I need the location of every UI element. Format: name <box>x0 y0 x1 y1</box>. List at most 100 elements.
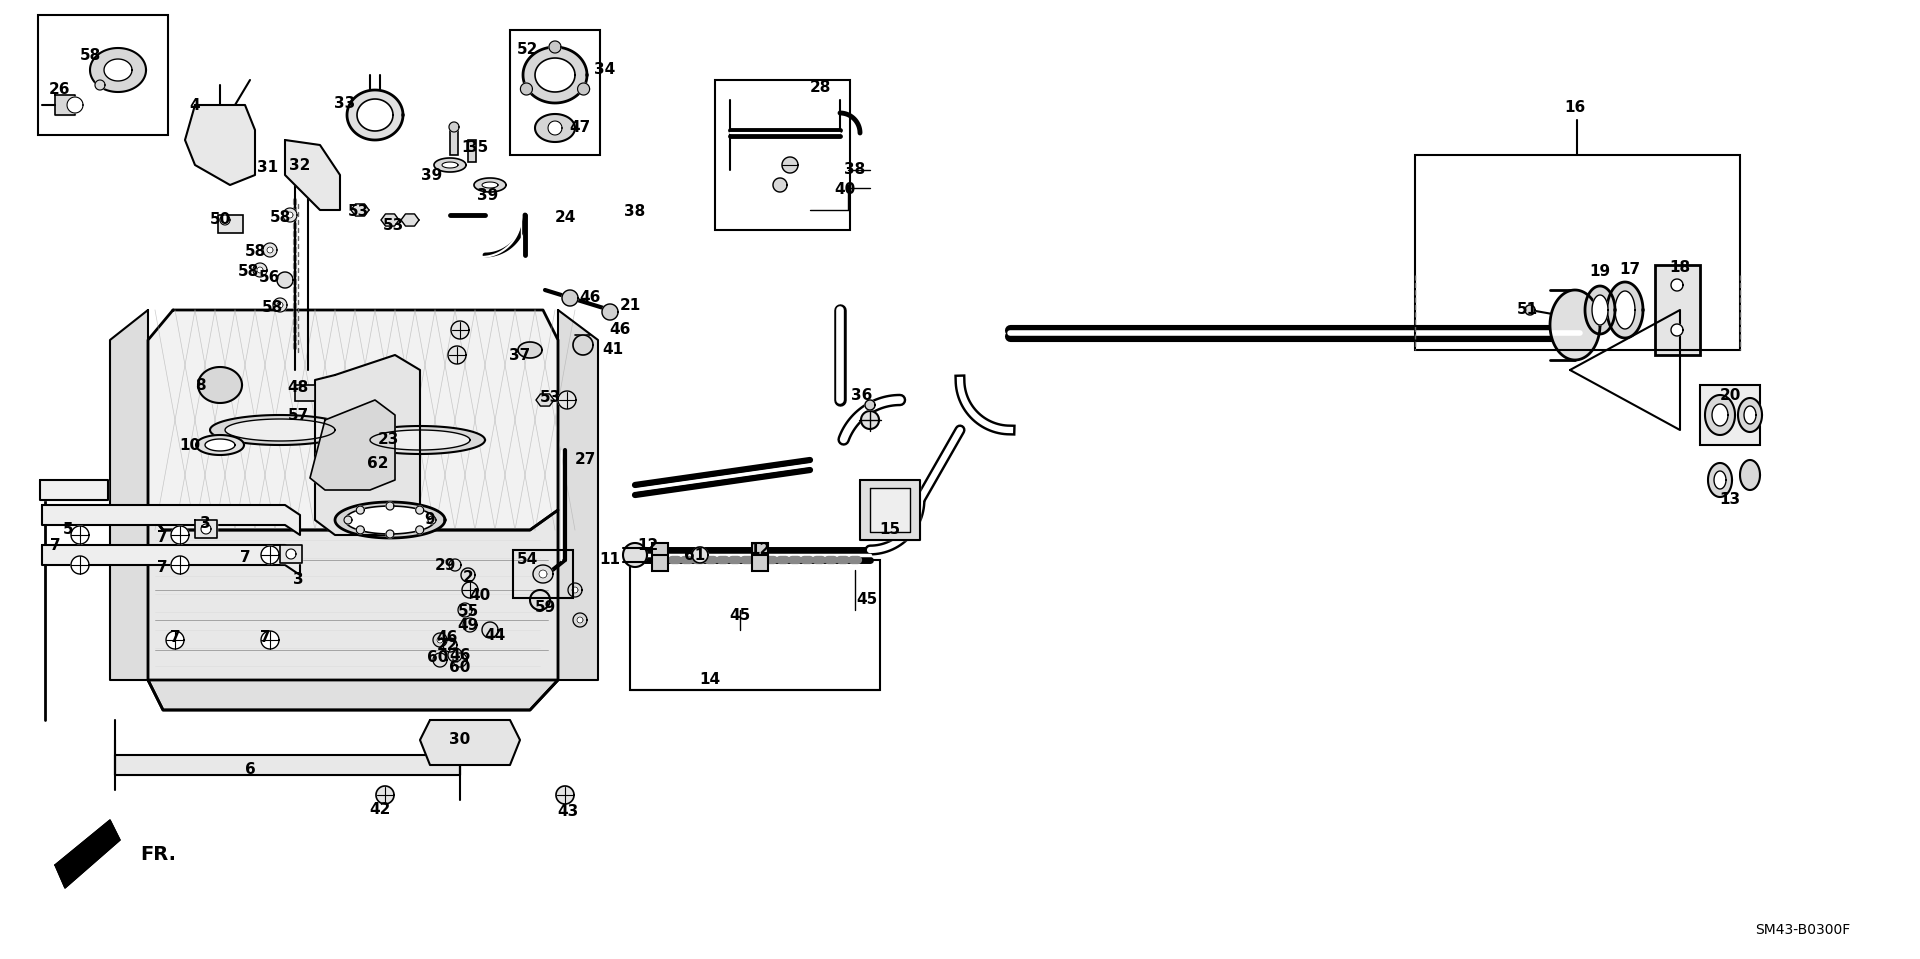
Text: 46: 46 <box>580 291 601 306</box>
Text: 36: 36 <box>851 387 874 403</box>
Polygon shape <box>309 400 396 490</box>
Polygon shape <box>376 786 394 804</box>
Text: 46: 46 <box>449 647 470 663</box>
Polygon shape <box>518 342 541 358</box>
Polygon shape <box>209 415 349 445</box>
Text: 15: 15 <box>879 523 900 537</box>
Bar <box>296 385 315 401</box>
Text: 51: 51 <box>1517 302 1538 317</box>
Polygon shape <box>463 618 476 632</box>
Polygon shape <box>357 526 365 534</box>
Polygon shape <box>559 391 576 409</box>
Polygon shape <box>196 435 244 455</box>
Polygon shape <box>547 121 563 135</box>
Polygon shape <box>434 653 447 667</box>
Polygon shape <box>263 243 276 257</box>
Polygon shape <box>1549 290 1599 360</box>
Text: 45: 45 <box>730 607 751 622</box>
Text: 11: 11 <box>599 552 620 568</box>
Polygon shape <box>1709 463 1732 497</box>
Polygon shape <box>109 310 148 680</box>
Polygon shape <box>449 122 459 132</box>
Polygon shape <box>380 214 399 226</box>
Polygon shape <box>451 321 468 339</box>
Polygon shape <box>351 204 369 216</box>
Polygon shape <box>451 652 459 658</box>
Text: 58: 58 <box>244 245 265 260</box>
Polygon shape <box>148 510 559 710</box>
Polygon shape <box>104 59 132 81</box>
Bar <box>449 130 459 155</box>
Polygon shape <box>253 263 267 277</box>
Polygon shape <box>273 298 286 312</box>
Text: 30: 30 <box>449 733 470 747</box>
Polygon shape <box>196 520 217 538</box>
Bar <box>511 30 599 155</box>
Text: 53: 53 <box>382 218 403 232</box>
Polygon shape <box>474 178 507 192</box>
Text: 6: 6 <box>244 762 255 778</box>
Bar <box>1699 385 1761 445</box>
Polygon shape <box>357 99 394 131</box>
Polygon shape <box>90 48 146 92</box>
Bar <box>38 15 169 135</box>
Polygon shape <box>261 546 278 564</box>
Polygon shape <box>428 516 436 524</box>
Text: 45: 45 <box>856 593 877 607</box>
Text: 54: 54 <box>516 552 538 568</box>
Polygon shape <box>284 140 340 210</box>
Polygon shape <box>536 394 555 406</box>
Polygon shape <box>463 582 478 598</box>
Polygon shape <box>221 215 230 225</box>
Polygon shape <box>459 603 472 617</box>
Text: 39: 39 <box>420 168 444 182</box>
Text: 35: 35 <box>467 141 488 155</box>
Bar <box>1415 155 1740 350</box>
Polygon shape <box>267 247 273 253</box>
Polygon shape <box>482 182 497 188</box>
Polygon shape <box>1607 282 1644 338</box>
Text: 12: 12 <box>749 543 770 557</box>
Polygon shape <box>148 680 559 710</box>
Bar <box>753 543 768 571</box>
Text: 38: 38 <box>624 204 645 220</box>
Text: 29: 29 <box>434 557 455 573</box>
Text: 53: 53 <box>348 204 369 220</box>
Text: 19: 19 <box>1590 265 1611 279</box>
Text: 7: 7 <box>259 630 271 645</box>
Polygon shape <box>1715 471 1726 489</box>
Text: 41: 41 <box>603 342 624 358</box>
Bar <box>630 560 879 690</box>
Polygon shape <box>357 506 365 514</box>
Text: 12: 12 <box>637 537 659 552</box>
Polygon shape <box>1615 291 1636 329</box>
Bar <box>513 550 572 598</box>
Text: 21: 21 <box>620 297 641 313</box>
Bar <box>468 140 476 162</box>
Polygon shape <box>171 526 188 544</box>
Polygon shape <box>482 622 497 638</box>
Text: 46: 46 <box>436 630 457 645</box>
Text: 43: 43 <box>557 805 578 820</box>
Polygon shape <box>1670 279 1684 291</box>
Text: 24: 24 <box>555 210 576 225</box>
Text: 58: 58 <box>261 299 282 315</box>
Polygon shape <box>1740 460 1761 490</box>
Polygon shape <box>225 419 334 441</box>
Text: 10: 10 <box>179 437 200 453</box>
Polygon shape <box>344 516 351 524</box>
Polygon shape <box>286 212 294 218</box>
Text: 8: 8 <box>194 378 205 392</box>
Polygon shape <box>420 720 520 765</box>
Text: 32: 32 <box>290 157 311 173</box>
Text: 23: 23 <box>378 433 399 448</box>
Polygon shape <box>40 480 108 500</box>
Polygon shape <box>691 547 708 563</box>
Text: 7: 7 <box>157 529 167 545</box>
Text: 7: 7 <box>240 550 250 565</box>
Polygon shape <box>1738 398 1763 432</box>
Text: 18: 18 <box>1668 261 1692 275</box>
Polygon shape <box>447 648 463 662</box>
Text: 46: 46 <box>609 322 630 338</box>
Polygon shape <box>434 633 447 647</box>
